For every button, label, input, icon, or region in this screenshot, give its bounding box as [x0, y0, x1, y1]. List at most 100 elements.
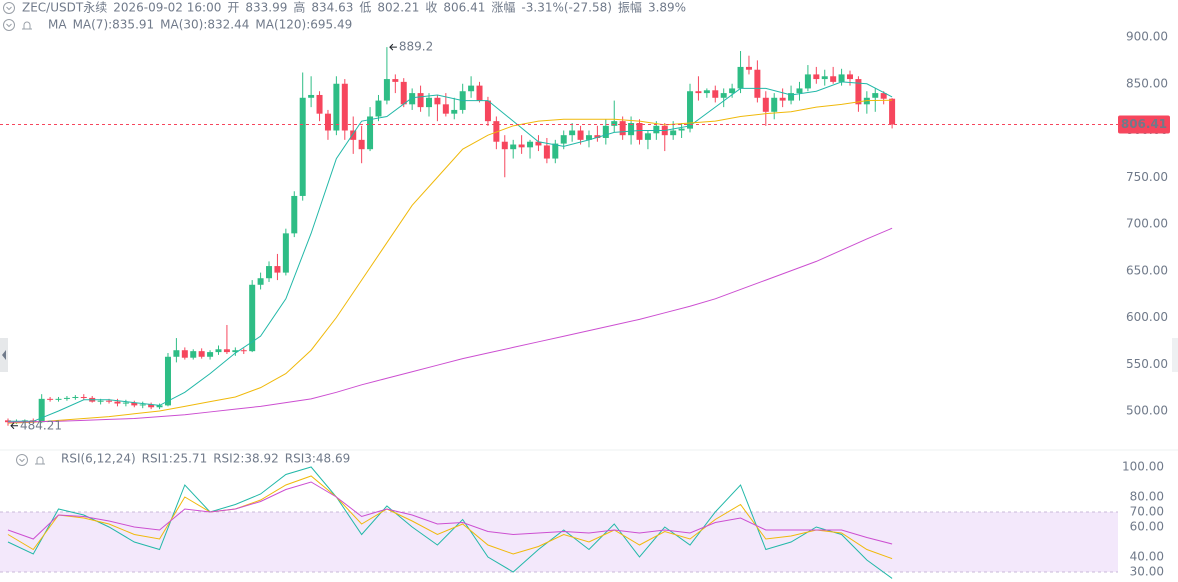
candle-body [80, 396, 87, 398]
candle-body [687, 91, 694, 129]
legend-text: 833.99 [245, 1, 287, 15]
candle-body [754, 69, 761, 98]
candle-body [156, 405, 163, 408]
candle-body [367, 116, 374, 150]
candle-body [316, 94, 323, 114]
candle-body [207, 352, 214, 357]
candle-body [122, 402, 129, 404]
rsi-tick-label: 100.00 [1122, 460, 1164, 474]
candle-body [729, 88, 736, 94]
legend-text: MA [48, 18, 67, 32]
candle-body [745, 66, 752, 70]
candle-body [619, 121, 626, 136]
candle-body [223, 349, 230, 353]
candle-body [712, 90, 719, 98]
legend-text: 2026-09-02 16:00 [113, 1, 221, 15]
legend-text: 834.63 [311, 1, 353, 15]
candle-body [72, 396, 79, 398]
high-annotation: 889.2 [399, 40, 433, 54]
candle-body [358, 139, 365, 150]
candle-body [38, 398, 45, 423]
candle-body [468, 85, 475, 92]
candle-body [493, 121, 500, 142]
candle-body [114, 401, 121, 404]
candle-body [880, 93, 887, 99]
candle-body [198, 351, 205, 357]
right-tab[interactable] [1172, 338, 1178, 372]
candle-body [644, 133, 651, 140]
header-icon[interactable] [3, 2, 15, 14]
ma-line [8, 81, 893, 422]
y-tick-label: 650.00 [1126, 263, 1168, 277]
rsi-tick-label: 60.00 [1130, 520, 1164, 534]
candle-body [409, 93, 416, 105]
candle-body [476, 85, 483, 101]
candle-body [670, 130, 677, 136]
bell-icon[interactable] [35, 456, 45, 465]
candle-body [426, 97, 432, 108]
low-arrow [10, 422, 18, 430]
candle-body [855, 79, 862, 105]
candle-body [299, 97, 306, 196]
candle-body [535, 141, 542, 146]
candle-body [518, 144, 525, 148]
candle-body [889, 98, 896, 125]
legend-text: 802.21 [377, 1, 419, 15]
candle-body [552, 143, 559, 159]
candle-body [510, 144, 517, 150]
candle-body [215, 349, 222, 353]
legend-text: 开 [227, 1, 239, 15]
candle-body [527, 141, 534, 148]
legend-text: -3.31%(-27.58) [521, 1, 612, 15]
candle-body [813, 74, 820, 80]
candle-body [872, 93, 879, 98]
legend-text: MA(30):832.44 [160, 18, 249, 32]
candle-body [703, 90, 710, 94]
candle-body [602, 125, 609, 138]
y-tick-label: 500.00 [1126, 404, 1168, 418]
y-tick-label: 550.00 [1126, 357, 1168, 371]
candle-body [560, 135, 567, 144]
legend-text: 806.41 [443, 1, 485, 15]
candle-body [266, 266, 273, 279]
rsi-tick-label: 80.00 [1130, 490, 1164, 504]
rsi-icon[interactable] [16, 454, 28, 466]
candle-body [636, 123, 643, 140]
candle-body [392, 79, 399, 82]
candle-body [63, 397, 70, 399]
candle-body [400, 81, 407, 105]
ma-line [7, 227, 893, 423]
candle-body [796, 88, 803, 94]
candle-body [274, 266, 281, 273]
candle-body [181, 350, 188, 358]
candle-body [451, 109, 458, 114]
candle-body [847, 74, 853, 80]
candle-body [240, 350, 247, 352]
legend-text: MA(120):695.49 [255, 18, 352, 32]
candle-body [821, 76, 828, 80]
candle-body [762, 97, 769, 112]
left-tab-arrow [2, 350, 6, 360]
candle-body [383, 79, 390, 101]
candle-body [282, 233, 289, 273]
candle-body [308, 94, 315, 98]
y-tick-label: 700.00 [1126, 217, 1168, 231]
bell-icon[interactable] [22, 21, 32, 30]
candle-body [173, 350, 180, 357]
candle-body [628, 123, 635, 136]
candle-body [611, 121, 618, 126]
rsi-tick-label: 30.00 [1130, 565, 1164, 579]
last-price-tag [1118, 115, 1170, 134]
high-arrow [389, 43, 397, 51]
y-tick-label: 850.00 [1126, 76, 1168, 90]
candle-body [771, 97, 778, 112]
candle-body [131, 402, 138, 406]
ma-icon[interactable] [3, 19, 15, 31]
y-tick-label: 750.00 [1126, 170, 1168, 184]
candle-body [47, 398, 54, 400]
candle-body [720, 93, 727, 98]
candle-body [594, 135, 601, 138]
candle-body [341, 83, 348, 131]
candle-body [804, 74, 811, 89]
